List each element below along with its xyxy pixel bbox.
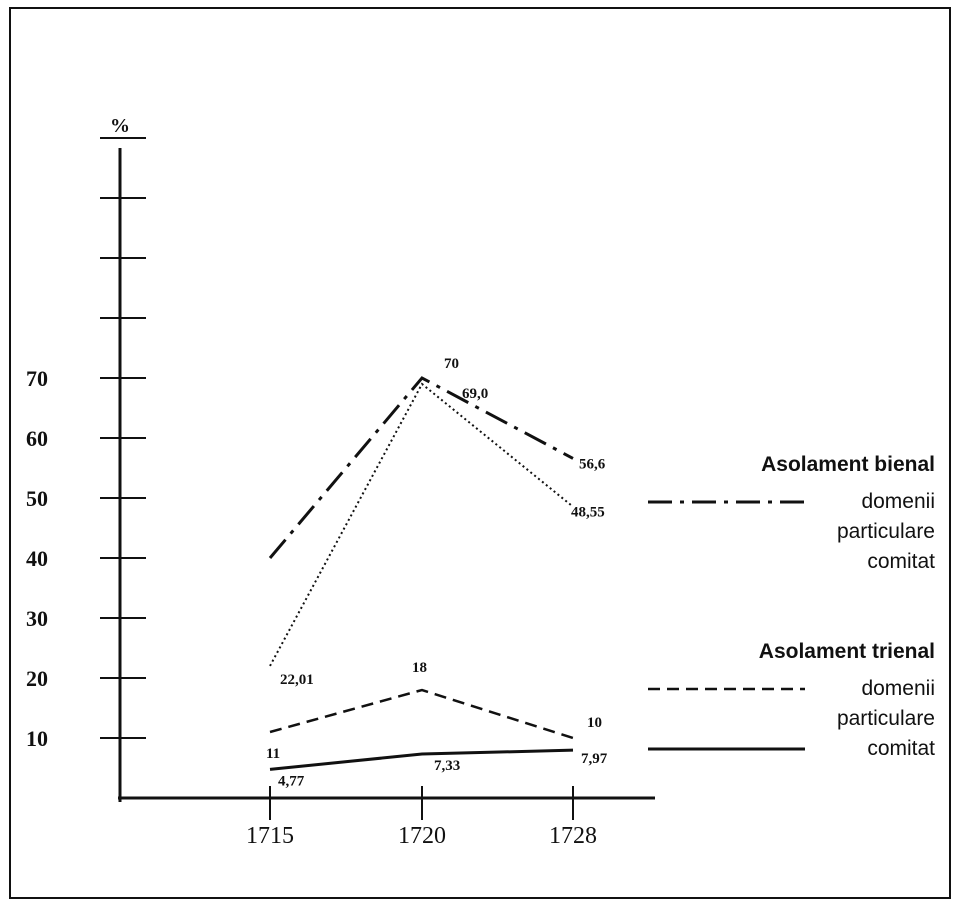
legend-item: comitat (867, 550, 935, 573)
data-label: 18 (412, 660, 427, 676)
y-axis-unit-label: % (110, 115, 130, 137)
data-label: 69,0 (462, 386, 488, 402)
y-tick-label: 40 (26, 546, 48, 571)
legend-item: particulare (837, 707, 935, 730)
series-line-3 (269, 688, 574, 740)
x-tick-label: 1728 (549, 823, 597, 849)
data-label: 7,97 (581, 751, 608, 767)
data-label: 11 (266, 746, 280, 762)
legend-title-bienal: Asolament bienal (761, 453, 935, 476)
data-label: 70 (444, 356, 459, 372)
figure-frame (9, 7, 951, 899)
data-label: 22,01 (280, 672, 314, 688)
legend: Asolament bienal domenii particulare comita… (648, 453, 935, 760)
legend-item: particulare (837, 520, 935, 543)
data-label: 7,33 (434, 758, 460, 774)
legend-item: domenii (861, 490, 935, 513)
x-axis-ticks: 1715 1720 1728 (246, 786, 597, 849)
legend-title-trienal: Asolament trienal (759, 640, 935, 663)
data-label: 10 (587, 715, 602, 731)
series-line-2 (269, 382, 574, 667)
data-label: 48,55 (571, 505, 605, 521)
data-label: 4,77 (278, 773, 305, 789)
series-lines (268, 376, 574, 771)
y-tick-label: 30 (26, 606, 48, 631)
legend-item: domenii (861, 677, 935, 700)
x-tick-label: 1720 (398, 823, 446, 849)
x-tick-label: 1715 (246, 823, 294, 849)
y-tick-label: 10 (26, 726, 48, 751)
series-line-4 (269, 748, 574, 771)
legend-item: comitat (867, 737, 935, 760)
y-tick-label: 50 (26, 486, 48, 511)
y-tick-label: 20 (26, 666, 48, 691)
data-labels: 70 56,6 22,01 69,0 48,55 11 18 10 4,77 7,33 7,97 (266, 356, 608, 789)
data-label: 56,6 (579, 456, 606, 472)
series-line-1 (268, 376, 574, 559)
y-tick-label: 60 (26, 426, 48, 451)
y-tick-label: 70 (26, 366, 48, 391)
y-axis-ticks: 10 20 30 40 50 60 70 (26, 137, 146, 751)
